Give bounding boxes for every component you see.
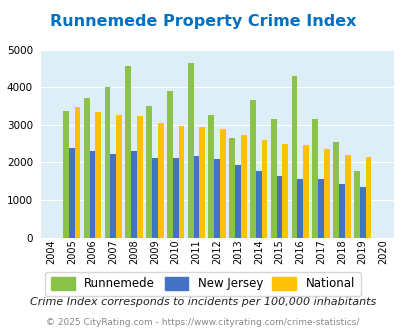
Bar	[323, 149, 329, 238]
Text: © 2025 CityRating.com - https://www.cityrating.com/crime-statistics/: © 2025 CityRating.com - https://www.city…	[46, 318, 359, 327]
Bar	[214, 159, 220, 238]
Bar	[193, 156, 199, 238]
Bar	[172, 158, 178, 238]
Bar	[261, 140, 267, 238]
Bar	[166, 91, 172, 238]
Bar	[63, 111, 69, 238]
Bar	[83, 98, 90, 238]
Bar	[116, 115, 122, 238]
Bar	[187, 63, 193, 238]
Bar	[199, 127, 205, 238]
Bar	[220, 129, 225, 238]
Bar	[75, 108, 80, 238]
Bar	[255, 171, 261, 238]
Bar	[90, 151, 95, 238]
Bar	[303, 145, 308, 238]
Bar	[364, 157, 371, 238]
Bar	[146, 106, 151, 238]
Bar	[297, 179, 303, 238]
Text: Crime Index corresponds to incidents per 100,000 inhabitants: Crime Index corresponds to incidents per…	[30, 297, 375, 307]
Bar	[291, 76, 297, 238]
Legend: Runnemede, New Jersey, National: Runnemede, New Jersey, National	[45, 272, 360, 296]
Bar	[344, 155, 350, 238]
Bar	[178, 126, 184, 238]
Bar	[234, 165, 240, 238]
Bar	[311, 119, 318, 238]
Bar	[125, 66, 131, 238]
Bar	[110, 154, 116, 238]
Text: Runnemede Property Crime Index: Runnemede Property Crime Index	[50, 14, 355, 29]
Bar	[338, 184, 344, 238]
Bar	[69, 148, 75, 238]
Bar	[158, 123, 163, 238]
Bar	[95, 112, 101, 238]
Bar	[318, 179, 323, 238]
Bar	[240, 135, 246, 238]
Bar	[276, 176, 282, 238]
Bar	[151, 158, 158, 238]
Bar	[136, 116, 143, 238]
Bar	[131, 151, 136, 238]
Bar	[359, 187, 364, 238]
Bar	[333, 143, 338, 238]
Bar	[353, 171, 359, 238]
Bar	[208, 115, 214, 238]
Bar	[229, 138, 234, 238]
Bar	[104, 87, 110, 238]
Bar	[270, 119, 276, 238]
Bar	[249, 100, 255, 238]
Bar	[282, 144, 288, 238]
